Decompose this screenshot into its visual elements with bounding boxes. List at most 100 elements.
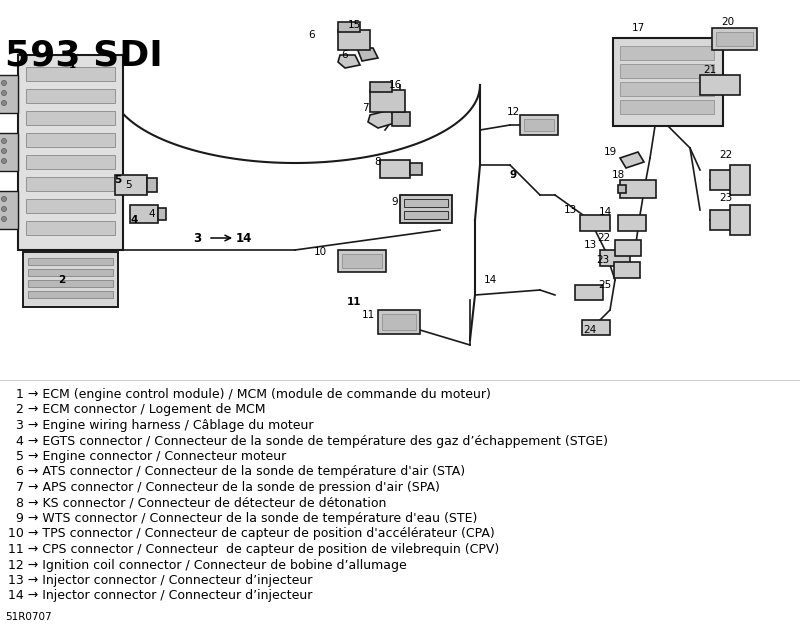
Text: 4 → EGTS connector / Connecteur de la sonde de température des gaz d’échappement: 4 → EGTS connector / Connecteur de la so…: [8, 434, 608, 447]
Circle shape: [2, 139, 6, 144]
Text: 11: 11: [346, 297, 362, 307]
Bar: [615, 240, 641, 256]
Text: 14: 14: [236, 232, 252, 245]
Bar: [404, 199, 448, 207]
Bar: [716, 32, 753, 46]
Bar: [730, 165, 750, 195]
Bar: [0, 191, 18, 229]
Bar: [620, 64, 714, 78]
Text: 593 SDI: 593 SDI: [5, 38, 162, 72]
Text: 9 → WTS connector / Connecteur de la sonde de température d'eau (STE): 9 → WTS connector / Connecteur de la son…: [8, 512, 478, 525]
Circle shape: [2, 80, 6, 85]
Text: 25: 25: [598, 280, 612, 290]
Bar: [712, 28, 757, 50]
Text: 14: 14: [598, 207, 612, 217]
Bar: [575, 285, 603, 300]
Bar: [26, 221, 115, 235]
Text: 6: 6: [342, 50, 348, 60]
Bar: [18, 55, 123, 250]
Bar: [158, 208, 166, 220]
Bar: [380, 160, 410, 178]
Bar: [404, 211, 448, 219]
Bar: [338, 250, 386, 272]
Text: 13 → Injector connector / Connecteur d’injecteur: 13 → Injector connector / Connecteur d’i…: [8, 574, 312, 587]
Bar: [580, 215, 610, 231]
Text: 23: 23: [596, 255, 610, 265]
Polygon shape: [357, 48, 378, 61]
Text: 20: 20: [722, 17, 734, 27]
Text: 12: 12: [506, 107, 520, 117]
Polygon shape: [338, 55, 360, 68]
Text: 5: 5: [114, 175, 122, 185]
Bar: [524, 119, 554, 131]
Text: 7 → APS connector / Connecteur de la sonde de pression d'air (SPA): 7 → APS connector / Connecteur de la son…: [8, 481, 440, 494]
Bar: [0, 133, 18, 171]
Text: 10: 10: [314, 247, 326, 257]
Bar: [28, 291, 113, 298]
Text: 13: 13: [583, 240, 597, 250]
Text: 11 → CPS connector / Connecteur  de capteur de position de vilebrequin (CPV): 11 → CPS connector / Connecteur de capte…: [8, 543, 499, 556]
Circle shape: [2, 90, 6, 95]
Text: 22: 22: [598, 233, 610, 243]
Bar: [26, 133, 115, 147]
Circle shape: [2, 100, 6, 105]
Circle shape: [2, 149, 6, 154]
Bar: [26, 177, 115, 191]
Bar: [710, 210, 738, 230]
Bar: [28, 269, 113, 276]
Bar: [28, 258, 113, 265]
Text: 8 → KS connector / Connecteur de détecteur de détonation: 8 → KS connector / Connecteur de détecte…: [8, 497, 386, 510]
Bar: [620, 100, 714, 114]
Text: 19: 19: [603, 147, 617, 157]
Bar: [26, 67, 115, 81]
Bar: [618, 185, 626, 193]
Bar: [28, 280, 113, 287]
Bar: [378, 310, 420, 334]
Text: 6 → ATS connector / Connecteur de la sonde de température d'air (STA): 6 → ATS connector / Connecteur de la son…: [8, 466, 465, 479]
Text: 2 → ECM connector / Logement de MCM: 2 → ECM connector / Logement de MCM: [8, 404, 266, 416]
Bar: [410, 163, 422, 175]
Bar: [614, 262, 640, 278]
Bar: [370, 90, 405, 112]
Bar: [26, 199, 115, 213]
Bar: [730, 205, 750, 235]
Text: 14: 14: [483, 275, 497, 285]
Text: 23: 23: [719, 193, 733, 203]
Circle shape: [2, 207, 6, 212]
Text: 4: 4: [149, 209, 155, 219]
Text: 18: 18: [611, 170, 625, 180]
Bar: [613, 38, 723, 126]
Text: 10 → TPS connector / Connecteur de capteur de position d'accélérateur (CPA): 10 → TPS connector / Connecteur de capte…: [8, 527, 494, 540]
Bar: [370, 82, 392, 92]
Bar: [115, 175, 147, 195]
Text: 51R0707: 51R0707: [5, 612, 52, 622]
Text: 6: 6: [309, 30, 315, 40]
Bar: [130, 205, 158, 223]
Bar: [0, 75, 18, 113]
Text: 15: 15: [347, 20, 361, 30]
Text: 17: 17: [631, 23, 645, 33]
Bar: [520, 115, 558, 135]
Text: 5: 5: [125, 180, 131, 190]
Text: 7: 7: [362, 103, 368, 113]
Text: 21: 21: [703, 65, 717, 75]
Polygon shape: [368, 110, 398, 128]
Bar: [26, 111, 115, 125]
Bar: [26, 89, 115, 103]
Bar: [620, 82, 714, 96]
Text: 22: 22: [719, 150, 733, 160]
Text: 3: 3: [193, 232, 201, 245]
Text: 3 → Engine wiring harness / Câblage du moteur: 3 → Engine wiring harness / Câblage du m…: [8, 419, 314, 432]
Text: 1 → ECM (engine control module) / MCM (module de commande du moteur): 1 → ECM (engine control module) / MCM (m…: [8, 388, 491, 401]
Text: 11: 11: [362, 310, 374, 320]
Bar: [23, 252, 118, 307]
Bar: [338, 30, 370, 50]
Text: 12 → Ignition coil connector / Connecteur de bobine d’allumage: 12 → Ignition coil connector / Connecteu…: [8, 558, 406, 572]
Text: 9: 9: [510, 170, 517, 180]
Bar: [382, 314, 416, 330]
Bar: [700, 75, 740, 95]
Bar: [620, 180, 656, 198]
Bar: [338, 22, 360, 32]
Text: 24: 24: [583, 325, 597, 335]
Bar: [392, 112, 410, 126]
